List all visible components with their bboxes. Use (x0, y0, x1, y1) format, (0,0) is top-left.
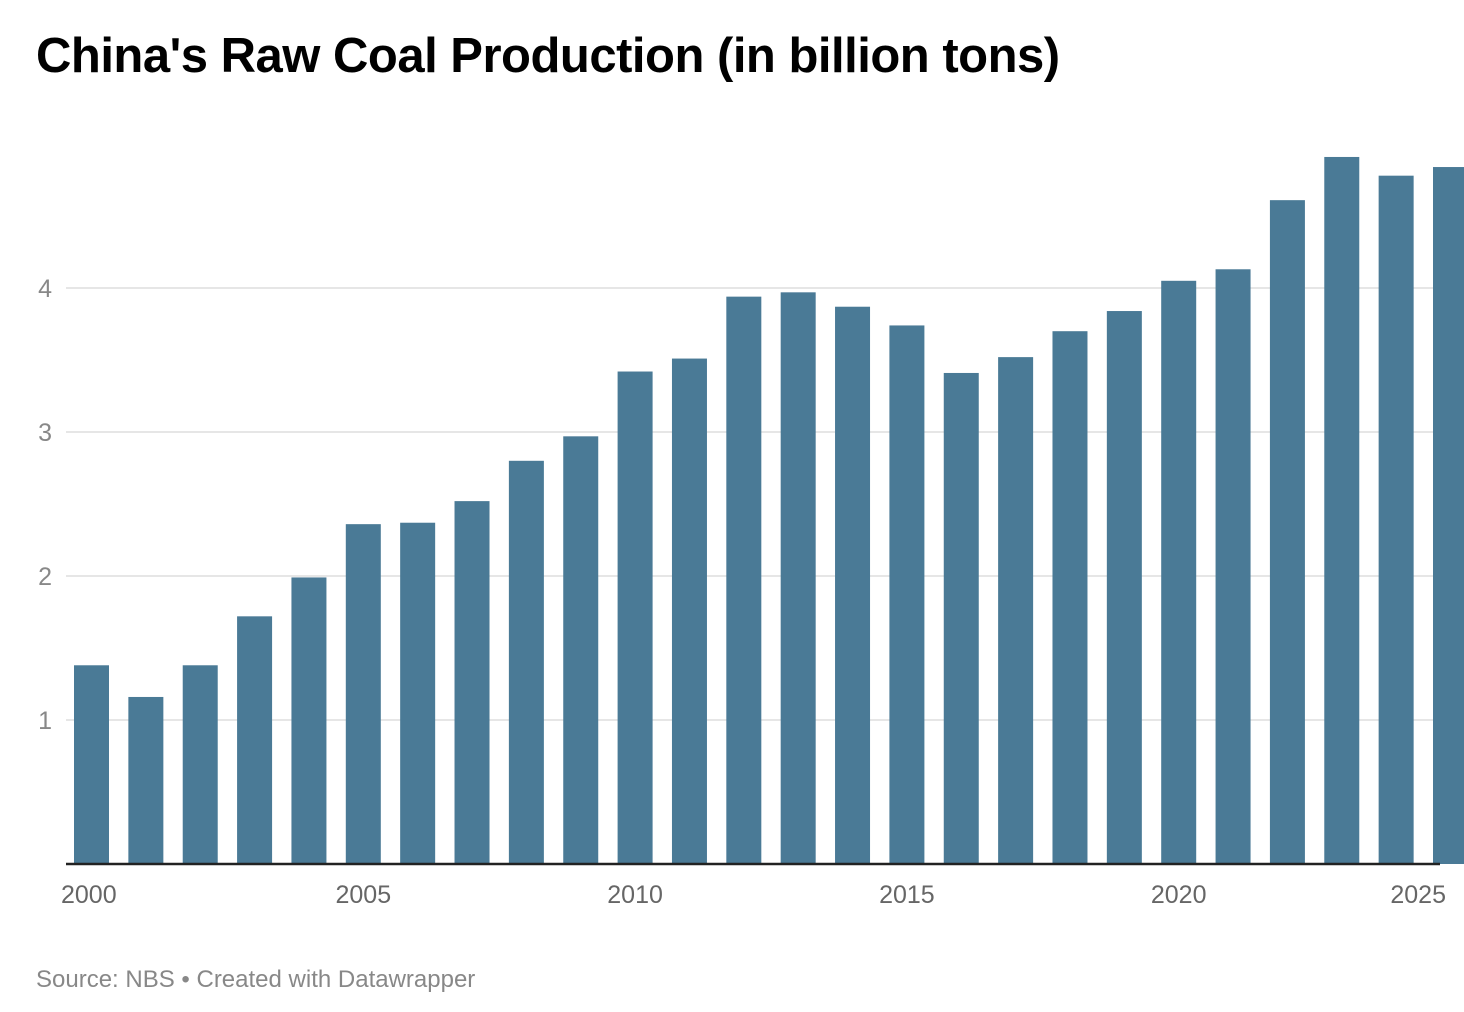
bar-2010 (617, 371, 653, 864)
bar-2021 (1215, 269, 1251, 864)
bar-2024 (1378, 175, 1414, 864)
footer-separator: • (174, 966, 197, 993)
footer: Source: NBS • Created with Datawrapper (36, 966, 475, 994)
bar-2009 (563, 436, 599, 864)
bar-2011 (671, 358, 707, 864)
y-tick-label: 1 (38, 707, 52, 735)
x-axis: 2000 2005 2010 2015 2020 2025 (61, 862, 1446, 909)
bar-2003 (237, 616, 273, 864)
bar-2013 (780, 292, 816, 864)
x-tick-label: 2020 (1151, 881, 1207, 909)
bar-2001 (128, 696, 164, 864)
bar-2008 (508, 460, 544, 864)
x-tick-label: 2005 (335, 881, 391, 909)
y-tick-label: 3 (38, 419, 52, 447)
x-tick-label: 2015 (879, 881, 935, 909)
y-axis: 1 2 3 4 (38, 275, 52, 735)
bar-2002 (182, 665, 218, 864)
bar-2018 (1052, 331, 1088, 864)
bar-2015 (889, 325, 925, 864)
x-tick-label: 2010 (607, 881, 663, 909)
bars (74, 156, 1464, 865)
x-tick-label: 2025 (1390, 881, 1446, 909)
credit-text: Created with Datawrapper (196, 966, 476, 993)
source-text: Source: NBS (36, 966, 175, 993)
bar-2000 (74, 665, 109, 864)
bar-2014 (835, 306, 871, 865)
bar-2012 (726, 296, 762, 864)
bar-2020 (1161, 280, 1197, 864)
bar-2004 (291, 577, 327, 864)
bar-2016 (943, 372, 979, 864)
bar-chart: 1 2 3 4 2000 2005 2010 2015 2020 2025 (38, 156, 1464, 909)
bar-2019 (1106, 311, 1142, 864)
bar-2022 (1269, 200, 1305, 864)
bar-2007 (454, 501, 490, 864)
bar-2006 (400, 522, 436, 864)
y-tick-label: 2 (38, 563, 52, 591)
bar-2025 (1433, 167, 1464, 865)
chart-title: China's Raw Coal Production (in billion … (36, 29, 1060, 83)
bar-2023 (1324, 156, 1360, 864)
bar-2017 (998, 357, 1034, 864)
x-tick-label: 2000 (61, 881, 117, 909)
bar-2005 (345, 524, 381, 864)
y-tick-label: 4 (38, 275, 52, 303)
